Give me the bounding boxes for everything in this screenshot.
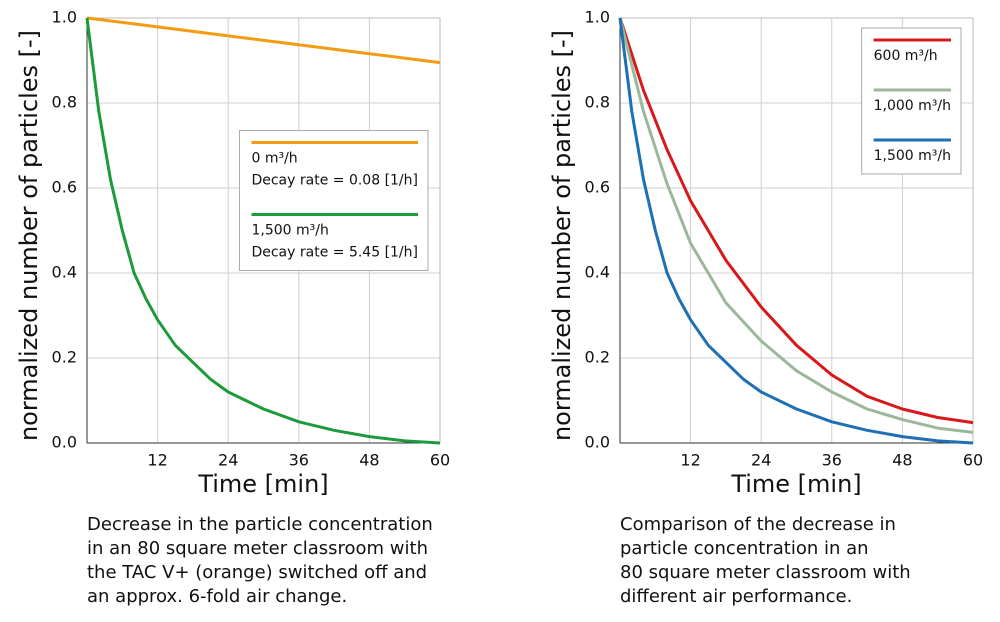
series-line [85, 17, 441, 445]
y-tick-label: 0.6 [52, 178, 77, 197]
series-line [86, 16, 441, 65]
y-tick-label: 0.2 [52, 348, 77, 367]
x-tick-label: 24 [218, 451, 238, 470]
x-axis-label: Time [min] [730, 470, 861, 498]
x-tick-label: 60 [430, 451, 450, 470]
x-tick-label: 60 [963, 451, 983, 470]
x-axis-label: Time [min] [197, 470, 328, 498]
legend-label: 1,500 m³/h [251, 223, 328, 239]
caption: in an 80 square meter classroom with [87, 538, 428, 559]
legend-label: 1,000 m³/h [874, 98, 951, 114]
caption: different air performance. [620, 586, 852, 607]
x-tick-label: 12 [147, 451, 167, 470]
x-tick-label: 24 [751, 451, 771, 470]
x-tick-label: 36 [822, 451, 842, 470]
y-tick-label: 0.2 [585, 348, 610, 367]
x-tick-label: 48 [359, 451, 379, 470]
legend-label: 0 m³/h [251, 151, 297, 167]
caption: 80 square meter classroom with [620, 562, 911, 583]
y-tick-label: 1.0 [52, 8, 77, 27]
legend-box [861, 27, 962, 175]
caption: Comparison of the decrease in [620, 514, 896, 535]
series-line [618, 17, 974, 434]
series-line [618, 17, 974, 425]
y-axis-label: normalized number of particles [-] [548, 30, 576, 441]
legend: 0 m³/h Decay rate = 0.08 [1/h] 1,500 m³/h D… [238, 130, 429, 271]
y-tick-label: 1.0 [585, 8, 610, 27]
y-tick-label: 0.4 [585, 263, 610, 282]
y-tick-label: 0.8 [52, 93, 77, 112]
x-tick-label: 48 [892, 451, 912, 470]
caption: an approx. 6-fold air change. [87, 586, 347, 607]
caption: particle concentration in an [620, 538, 869, 559]
legend-note: Decay rate = 5.45 [1/h] [251, 245, 418, 261]
y-tick-label: 0.0 [52, 433, 77, 452]
y-tick-label: 0.8 [585, 93, 610, 112]
caption: the TAC V+ (orange) switched off and [87, 562, 427, 583]
y-tick-label: 0.0 [585, 433, 610, 452]
legend-note: Decay rate = 0.08 [1/h] [251, 173, 418, 189]
y-tick-label: 0.4 [52, 263, 77, 282]
y-axis-label: normalized number of particles [-] [15, 30, 43, 441]
legend-box [238, 130, 429, 271]
legend-label: 1,500 m³/h [874, 148, 951, 164]
y-tick-label: 0.6 [585, 178, 610, 197]
legend: 600 m³/h 1,000 m³/h 1,500 m³/h [861, 27, 962, 175]
legend-label: 600 m³/h [874, 48, 938, 64]
series-line [618, 17, 974, 445]
x-tick-label: 12 [680, 451, 700, 470]
caption: Decrease in the particle concentration [87, 514, 433, 535]
x-tick-label: 36 [289, 451, 309, 470]
